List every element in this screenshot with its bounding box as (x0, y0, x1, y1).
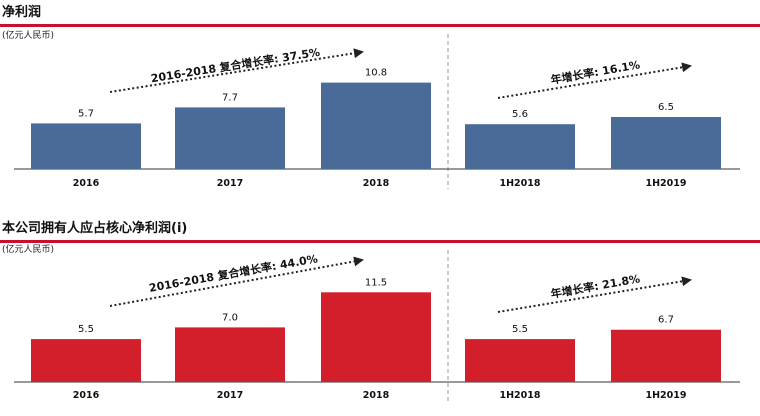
chart1-bar-4 (465, 124, 575, 169)
chart1-category-label-4: 1H2018 (499, 178, 540, 189)
chart1-data-label-2: 7.7 (222, 92, 238, 103)
chart1-category-label-1: 2016 (73, 178, 100, 189)
chart2-category-label-2: 2017 (217, 390, 243, 401)
chart1-growth-annotation-2: 年增长率: 16.1% (550, 57, 641, 86)
chart2-category-label-1: 2016 (73, 390, 100, 401)
chart1-bar-2 (175, 107, 285, 169)
chart2-growth-arrow-1 (109, 256, 364, 307)
chart1-unit-label: (亿元人民币) (2, 29, 54, 41)
chart2-data-label-2: 7.0 (222, 312, 238, 323)
chart1-title-rule (0, 24, 760, 27)
chart1-growth-annotation-1: 2016-2018 复合增长率: 37.5% (150, 45, 321, 86)
chart2-unit-label: (亿元人民币) (2, 243, 54, 255)
chart2-growth-arrow-2 (497, 276, 692, 313)
chart2-data-label-4: 5.5 (512, 324, 528, 335)
chart2-data-label-3: 11.5 (365, 277, 387, 288)
chart2-category-label-5: 1H2019 (645, 390, 686, 401)
chart2-bar-4 (465, 339, 575, 382)
chart1-bar-5 (611, 117, 721, 169)
chart2-title: 本公司拥有人应占核心净利润(i) (2, 220, 187, 236)
chart2-data-label-5: 6.7 (658, 315, 674, 326)
chart1-growth-arrow-2 (497, 62, 692, 99)
chart1-category-label-2: 2017 (217, 178, 243, 189)
chart2-category-label-3: 2018 (363, 390, 390, 401)
chart1-growth-arrow-1 (109, 48, 364, 93)
chart2-bar-1 (31, 339, 141, 382)
chart2-category-label-4: 1H2018 (499, 390, 540, 401)
chart1-title: 净利润 (2, 4, 41, 20)
chart2-growth-annotation-2: 年增长率: 21.8% (550, 271, 641, 300)
chart2-bar-3 (321, 292, 431, 382)
chart2-bar-5 (611, 329, 721, 382)
chart1-bar-1 (31, 123, 141, 169)
chart2-title-rule (0, 240, 760, 243)
chart1-data-label-5: 6.5 (658, 102, 674, 113)
chart1-bar-3 (321, 82, 431, 169)
chart1-data-label-4: 5.6 (512, 109, 528, 120)
chart1-category-label-5: 1H2019 (645, 178, 686, 189)
chart2-data-label-1: 5.5 (78, 324, 94, 335)
chart2-bar-2 (175, 327, 285, 382)
chart1-category-label-3: 2018 (363, 178, 390, 189)
chart1-data-label-1: 5.7 (78, 108, 94, 119)
chart1-data-label-3: 10.8 (365, 68, 387, 79)
